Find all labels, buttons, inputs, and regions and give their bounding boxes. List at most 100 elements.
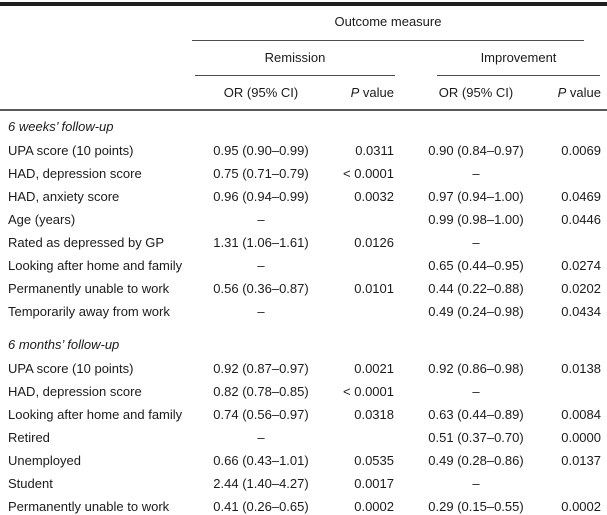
table-row: Age (years) – 0.99 (0.98–1.00) 0.0446 bbox=[0, 208, 607, 231]
header-stub bbox=[0, 76, 192, 110]
remission-p-cell: 0.0126 bbox=[354, 234, 394, 250]
remission-or-cell: 0.95 (0.90–0.99) bbox=[213, 142, 309, 158]
row-label: HAD, depression score bbox=[8, 383, 142, 399]
improvement-p-header: P value bbox=[557, 85, 601, 100]
row-label: HAD, anxiety score bbox=[8, 188, 120, 204]
improvement-or-cell: 0.65 (0.44–0.95) bbox=[428, 257, 524, 273]
improvement-or-cell: 0.29 (0.15–0.55) bbox=[428, 498, 524, 514]
remission-p-cell: < 0.0001 bbox=[343, 165, 394, 181]
section-header-row: 6 weeks’ follow-up bbox=[0, 109, 607, 139]
improvement-or-cell: 0.49 (0.24–0.98) bbox=[428, 303, 524, 319]
group-header-row: Remission Improvement bbox=[0, 41, 607, 76]
remission-or-cell: 0.56 (0.36–0.87) bbox=[213, 280, 309, 296]
table-body: 6 weeks’ follow-up UPA score (10 points)… bbox=[0, 109, 607, 515]
improvement-or-cell: 0.63 (0.44–0.89) bbox=[428, 406, 524, 422]
remission-or-cell: 0.82 (0.78–0.85) bbox=[213, 383, 309, 399]
table-row: HAD, depression score 0.82 (0.78–0.85) <… bbox=[0, 380, 607, 403]
section-title: 6 months’ follow-up bbox=[8, 337, 120, 352]
table-row: HAD, depression score 0.75 (0.71–0.79) <… bbox=[0, 162, 607, 185]
remission-p-cell: 0.0311 bbox=[355, 142, 394, 158]
improvement-underline: Improvement bbox=[437, 50, 600, 76]
row-label: Unemployed bbox=[8, 452, 81, 468]
row-label: Rated as depressed by GP bbox=[8, 234, 165, 250]
remission-or-cell: – bbox=[257, 211, 265, 227]
remission-p-cell: 0.0017 bbox=[354, 475, 394, 491]
remission-or-cell: – bbox=[257, 429, 265, 445]
row-label: Looking after home and family bbox=[8, 406, 183, 422]
improvement-or-cell: 0.97 (0.94–1.00) bbox=[428, 188, 524, 204]
improvement-or-cell: 0.51 (0.37–0.70) bbox=[428, 429, 524, 445]
row-label: UPA score (10 points) bbox=[8, 360, 134, 376]
improvement-p-cell: 0.0069 bbox=[561, 142, 601, 158]
improvement-or-cell: – bbox=[472, 383, 480, 399]
improvement-p-cell bbox=[552, 231, 607, 254]
improvement-header: Improvement bbox=[480, 50, 557, 65]
remission-or-cell: – bbox=[257, 303, 265, 319]
improvement-or-cell: 0.92 (0.86–0.98) bbox=[428, 360, 524, 376]
remission-p-cell: 0.0021 bbox=[354, 360, 394, 376]
remission-underline: Remission bbox=[195, 50, 395, 76]
outcome-measure-underline: Outcome measure bbox=[192, 14, 584, 41]
improvement-p-cell: 0.0137 bbox=[561, 452, 601, 468]
improvement-p-cell: 0.0446 bbox=[561, 211, 601, 227]
remission-p-cell: 0.0032 bbox=[354, 188, 394, 204]
table-row: UPA score (10 points) 0.92 (0.87–0.97) 0… bbox=[0, 357, 607, 380]
row-label: Looking after home and family bbox=[8, 257, 183, 273]
column-header-row: OR (95% CI) P value OR (95% CI) P value bbox=[0, 76, 607, 110]
improvement-p-cell bbox=[552, 380, 607, 403]
improvement-or-header: OR (95% CI) bbox=[438, 85, 514, 100]
row-label: UPA score (10 points) bbox=[8, 142, 134, 158]
improvement-p-cell: 0.0138 bbox=[561, 360, 601, 376]
remission-p-header: P value bbox=[350, 85, 394, 100]
row-label: Permanently unable to work bbox=[8, 280, 170, 296]
improvement-or-cell: – bbox=[472, 165, 480, 181]
remission-p-cell bbox=[330, 300, 400, 323]
improvement-p-cell bbox=[552, 162, 607, 185]
remission-p-cell bbox=[330, 208, 400, 231]
remission-p-cell: < 0.0001 bbox=[343, 383, 394, 399]
remission-or-cell: 0.75 (0.71–0.79) bbox=[213, 165, 309, 181]
table-row: Retired – 0.51 (0.37–0.70) 0.0000 bbox=[0, 426, 607, 449]
table-row: Permanently unable to work 0.41 (0.26–0.… bbox=[0, 495, 607, 515]
section-title: 6 weeks’ follow-up bbox=[0, 109, 607, 139]
row-label: Age (years) bbox=[8, 211, 76, 227]
remission-p-cell: 0.0002 bbox=[354, 498, 394, 514]
remission-or-cell: 1.31 (1.06–1.61) bbox=[213, 234, 309, 250]
remission-p-cell bbox=[330, 254, 400, 277]
table-row: Looking after home and family 0.74 (0.56… bbox=[0, 403, 607, 426]
table-row: Unemployed 0.66 (0.43–1.01) 0.0535 0.49 … bbox=[0, 449, 607, 472]
remission-group-cell: Remission bbox=[192, 41, 400, 76]
remission-p-cell: 0.0318 bbox=[354, 406, 394, 422]
improvement-or-cell: 0.90 (0.84–0.97) bbox=[428, 142, 524, 158]
row-label: Temporarily away from work bbox=[8, 303, 170, 319]
outcome-measure-cell: Outcome measure bbox=[192, 4, 607, 41]
improvement-p-cell: 0.0274 bbox=[561, 257, 601, 273]
remission-header: Remission bbox=[264, 50, 326, 65]
remission-or-cell: 0.41 (0.26–0.65) bbox=[213, 498, 309, 514]
remission-or-header: OR (95% CI) bbox=[223, 85, 299, 100]
remission-p-cell bbox=[330, 426, 400, 449]
remission-or-cell: 0.74 (0.56–0.97) bbox=[213, 406, 309, 422]
remission-p-cell: 0.0101 bbox=[354, 280, 394, 296]
row-label: Retired bbox=[8, 429, 50, 445]
improvement-or-cell: – bbox=[472, 234, 480, 250]
header-stub bbox=[0, 41, 192, 76]
improvement-p-cell: 0.0434 bbox=[561, 303, 601, 319]
improvement-p-cell: 0.0202 bbox=[561, 280, 601, 296]
table-row: Permanently unable to work 0.56 (0.36–0.… bbox=[0, 277, 607, 300]
remission-or-cell: 0.96 (0.94–0.99) bbox=[213, 188, 309, 204]
remission-or-cell: 0.92 (0.87–0.97) bbox=[213, 360, 309, 376]
improvement-or-cell: 0.99 (0.98–1.00) bbox=[428, 211, 524, 227]
improvement-or-cell: 0.49 (0.28–0.86) bbox=[428, 452, 524, 468]
remission-p-cell: 0.0535 bbox=[354, 452, 394, 468]
section-header-row: 6 months’ follow-up bbox=[0, 323, 607, 357]
table-row: UPA score (10 points) 0.95 (0.90–0.99) 0… bbox=[0, 139, 607, 162]
improvement-p-cell: 0.0000 bbox=[561, 429, 601, 445]
table-row: Temporarily away from work – 0.49 (0.24–… bbox=[0, 300, 607, 323]
row-label: Student bbox=[8, 475, 53, 491]
table-row: Rated as depressed by GP 1.31 (1.06–1.61… bbox=[0, 231, 607, 254]
improvement-p-cell: 0.0469 bbox=[561, 188, 601, 204]
remission-or-cell: 2.44 (1.40–4.27) bbox=[213, 475, 309, 491]
